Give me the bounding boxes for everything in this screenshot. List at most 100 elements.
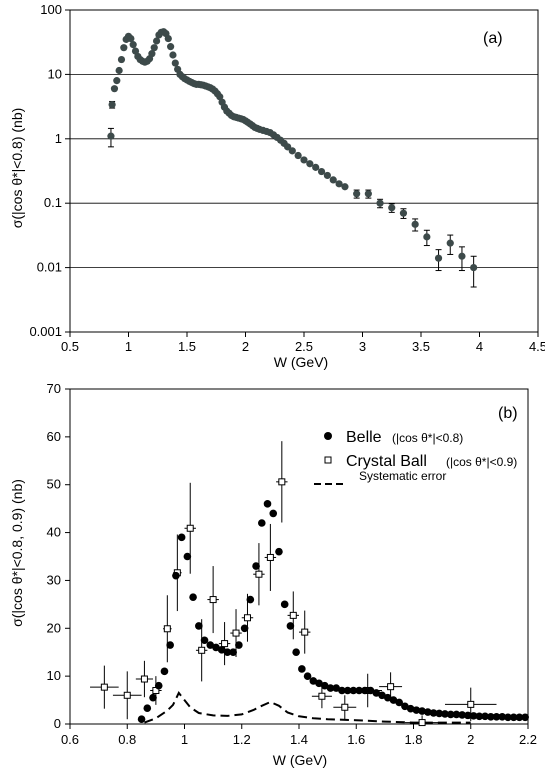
panel-a-y-tick-label: 10 [48,66,62,81]
crystal-ball-data-point [387,683,395,691]
belle-data-point [469,712,478,720]
panel-a-data-point [446,239,454,247]
belle-data-point [395,698,403,707]
panel-a-data-point [152,37,161,45]
belle-data-point [504,713,512,722]
panel-b-x-tick-label: 2.2 [519,732,537,747]
panel-a-y-tick-label: 0.1 [44,195,62,210]
crystal-ball-data-point [289,611,297,619]
panel-a-data-point [470,264,478,272]
belle-data-point [246,595,255,604]
panel-b-x-tick-label: 0.8 [118,732,136,747]
panel-a-x-tick-label: 0.5 [61,339,79,354]
panel-a-data-point [423,233,431,241]
belle-data-point [172,571,180,580]
belle-data-point [406,704,415,713]
panel-a-data-point [364,190,372,198]
panel-a-y-tick-label: 1 [55,131,62,146]
panel-b-y-tick-label: 50 [47,477,61,492]
belle-data-point [361,686,369,695]
panel-a-data-point [110,85,119,93]
belle-data-point [212,643,220,652]
panel-a-data-point [388,204,396,212]
legend-crystal-ball-condition: (|cos θ*|<0.9) [446,455,517,469]
belle-data-point [195,622,203,630]
panel-a-y-tick-label: 0.01 [37,260,62,275]
panel-a-x-tick-label: 3 [359,339,366,354]
belle-data-point [257,519,266,527]
belle-data-point [486,713,495,721]
panel-a-data-point [148,50,156,58]
belle-data-point [509,713,518,722]
belle-data-point [326,684,335,692]
panel-a: (a) W (GeV) σ(|cos θ*|<0.8) (nb) 0.0010.… [9,2,545,370]
panel-a-data-point [120,44,128,52]
belle-data-point [458,711,466,719]
panel-b-y-tick-label: 60 [47,429,61,444]
belle-data-point [338,686,346,695]
panel-b-x-tick-label: 1 [181,732,188,747]
panel-a-data-point [171,59,179,67]
belle-data-point [521,713,529,722]
legend-systematic-label: Systematic error [359,469,446,483]
crystal-ball-data-point [341,703,349,711]
panel-a-data-point [169,51,177,59]
belle-data-point [418,707,426,715]
panel-a-data-point [376,199,384,207]
panel-a-data-point [329,176,337,184]
belle-data-point [303,672,312,680]
panel-a-data-point [335,180,343,188]
belle-data-point [223,648,232,657]
crystal-ball-data-point [198,646,206,654]
crystal-ball-data-point [301,628,309,636]
belle-data-point [309,677,318,685]
belle-data-point [464,711,472,720]
panel-a-x-axis-label: W (GeV) [274,354,328,370]
panel-a-x-tick-label: 3.5 [412,339,430,354]
belle-data-point [177,533,186,542]
crystal-ball-data-point [255,570,263,578]
belle-data-point [240,624,249,633]
panel-b-y-tick-label: 0 [54,716,61,731]
crystal-ball-data-point [123,691,131,699]
legend-belle-label: Belle [346,429,382,446]
crystal-ball-data-point [243,614,251,622]
belle-data-point [441,710,449,718]
belle-data-point [446,710,455,719]
panel-a-data-point [323,171,331,180]
belle-data-point [183,552,192,561]
panel-a-y-tick-label: 0.001 [29,324,62,339]
panel-b-x-tick-label: 2 [467,732,474,747]
panel-b-y-tick-label: 40 [47,525,61,540]
panel-b-x-tick-label: 1.6 [347,732,365,747]
panel-b: (b) W (GeV) σ(|cos θ*|<0.8, 0.9) (nb) Be… [9,381,537,768]
panel-a-y-tick-label: 100 [40,2,62,17]
belle-data-point [378,691,386,700]
panel-b-y-tick-label: 30 [47,572,61,587]
panel-a-data-point [150,44,158,52]
panel-a-data-point [341,183,349,191]
panel-b-x-tick-label: 1.4 [290,732,308,747]
panel-b-x-tick-label: 1.2 [233,732,251,747]
panel-a-data-point [353,190,361,198]
panel-b-y-tick-label: 10 [47,668,61,683]
belle-data-point [315,679,323,688]
crystal-ball-data-point [467,700,475,708]
panel-b-y-axis-label: σ(|cos θ*|<0.8, 0.9) (nb) [9,479,25,627]
crystal-ball-data-point [140,675,148,683]
belle-data-point [429,709,438,717]
belle-data-point [189,593,197,601]
panel-a-data-point [167,43,175,51]
crystal-ball-data-point [418,719,426,727]
crystal-ball-data-point [163,625,171,633]
panel-a-data-point [113,77,121,85]
crystal-ball-data-point [186,524,194,532]
panel-a-x-tick-label: 2 [242,339,249,354]
belle-data-point [275,547,283,556]
belle-data-point [217,646,226,654]
panel-a-data-point [288,147,296,155]
belle-data-point [383,693,392,702]
belle-data-point [389,696,398,704]
panel-a-data-point [434,254,443,262]
belle-data-point [372,689,381,697]
